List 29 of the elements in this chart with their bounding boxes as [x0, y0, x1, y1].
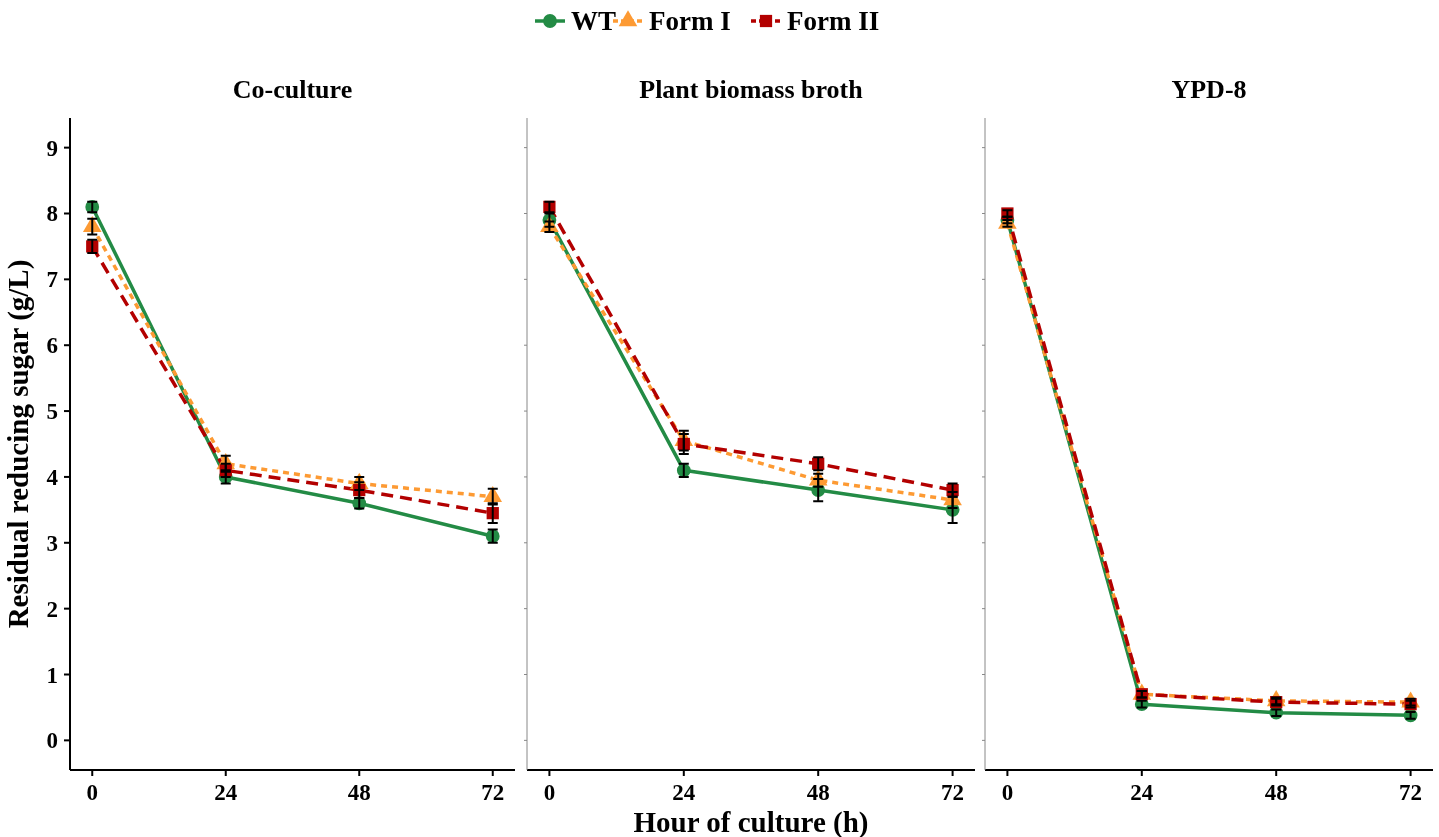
- y-tick-label: 9: [46, 135, 58, 161]
- y-tick-label: 3: [46, 530, 58, 556]
- x-tick-label: 72: [481, 780, 505, 805]
- x-tick-label: 0: [86, 780, 98, 805]
- x-tick-label: 24: [1130, 780, 1154, 805]
- x-tick-label: 24: [214, 780, 238, 805]
- y-tick-label: 1: [46, 662, 58, 688]
- y-tick-label: 6: [46, 333, 58, 359]
- legend-label: Form I: [649, 6, 731, 36]
- y-tick-label: 5: [46, 399, 58, 425]
- y-tick-label: 4: [46, 464, 59, 490]
- x-tick-label: 24: [672, 780, 696, 805]
- y-tick-label: 0: [46, 728, 58, 754]
- x-tick-label: 0: [1001, 780, 1014, 805]
- x-tick-label: 0: [543, 780, 556, 805]
- legend-label: Form II: [787, 6, 880, 36]
- y-tick-label: 7: [46, 267, 58, 293]
- x-tick-label: 72: [941, 780, 965, 805]
- chart-title: Co-culture: [232, 75, 353, 104]
- x-tick-label: 48: [1264, 780, 1288, 805]
- chart-title: Plant biomass broth: [639, 75, 864, 104]
- x-tick-label: 48: [347, 780, 371, 805]
- y-tick-label: 2: [46, 596, 58, 622]
- chart-title: YPD-8: [1171, 75, 1247, 104]
- y-axis-title: Residual reducing sugar (g/L): [2, 259, 35, 629]
- y-tick-label: 8: [46, 201, 58, 227]
- legend-label: WT: [571, 6, 617, 36]
- x-tick-label: 72: [1399, 780, 1423, 805]
- x-tick-label: 48: [806, 780, 830, 805]
